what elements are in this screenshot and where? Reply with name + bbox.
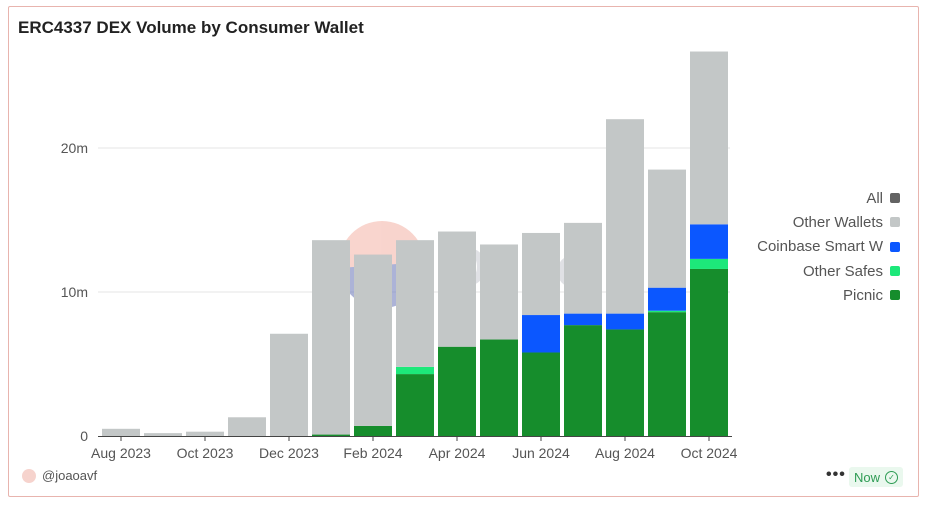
bar-segment[interactable] (270, 333, 308, 436)
y-axis-ticks: 0 10m 20m (61, 140, 88, 444)
y-tick-label: 0 (80, 428, 88, 444)
bar-segment[interactable] (312, 240, 350, 435)
x-tick-label: Apr 2024 (429, 445, 486, 461)
bar-segment[interactable] (396, 240, 434, 367)
author-name: @joaoavf (42, 468, 98, 483)
bar-segment[interactable] (564, 222, 602, 314)
y-tick-label: 20m (61, 140, 88, 156)
status-label: Now (854, 469, 881, 485)
legend-swatch (890, 266, 900, 277)
bar-segment[interactable] (522, 232, 560, 316)
bar-segment[interactable] (648, 287, 686, 311)
bar-segment[interactable] (396, 366, 434, 375)
bar-segment[interactable] (690, 51, 728, 225)
bar-segment[interactable] (396, 374, 434, 436)
bars (102, 51, 728, 436)
bar-segment[interactable] (438, 231, 476, 347)
author-link[interactable]: @joaoavf (22, 468, 97, 483)
y-tick-label: 10m (61, 284, 88, 300)
legend-swatch (890, 217, 900, 228)
bar-segment[interactable] (186, 431, 224, 436)
bar-segment[interactable] (144, 433, 182, 436)
more-options-icon[interactable]: ••• (826, 466, 846, 483)
legend-item-picnic[interactable]: Picnic (730, 283, 900, 307)
bar-segment[interactable] (648, 310, 686, 313)
legend-swatch (890, 290, 900, 301)
bar-segment[interactable] (354, 425, 392, 436)
x-axis-ticks: Aug 2023 Oct 2023 Dec 2023 Feb 2024 Apr 2024… (91, 436, 738, 461)
legend-item-other-safes[interactable]: Other Safes (730, 259, 900, 283)
check-circle-icon: ✓ (885, 470, 899, 484)
chart-title: ERC4337 DEX Volume by Consumer Wallet (18, 18, 364, 37)
bar-segment[interactable] (606, 313, 644, 330)
legend-swatch (890, 193, 900, 204)
bar-segment[interactable] (354, 254, 392, 426)
legend-item-other-wallets[interactable]: Other Wallets (730, 210, 900, 234)
bar-segment[interactable] (690, 224, 728, 259)
bar-segment[interactable] (522, 352, 560, 436)
x-tick-label: Feb 2024 (343, 445, 402, 461)
x-tick-label: Aug 2023 (91, 445, 151, 461)
bar-segment[interactable] (564, 325, 602, 436)
bar-segment[interactable] (312, 434, 350, 436)
bar-segment[interactable] (480, 339, 518, 436)
bar-segment[interactable] (648, 169, 686, 288)
bar-segment[interactable] (690, 268, 728, 436)
bar-segment[interactable] (648, 312, 686, 436)
bar-segment[interactable] (564, 313, 602, 326)
bar-segment[interactable] (606, 329, 644, 436)
status-badge[interactable]: Now ✓ (849, 467, 904, 487)
bar-segment[interactable] (690, 258, 728, 269)
x-tick-label: Oct 2024 (681, 445, 738, 461)
legend-item-coinbase-smart-wallet[interactable]: Coinbase Smart W (730, 235, 900, 259)
x-tick-label: Jun 2024 (512, 445, 570, 461)
bar-segment[interactable] (102, 428, 140, 436)
bar-segment[interactable] (480, 244, 518, 340)
x-tick-label: Dec 2023 (259, 445, 319, 461)
bar-segment[interactable] (522, 315, 560, 353)
legend-item-all[interactable]: All (730, 186, 900, 210)
bar-segment[interactable] (438, 346, 476, 436)
avatar (22, 468, 36, 483)
x-tick-label: Aug 2024 (595, 445, 655, 461)
legend-swatch (890, 241, 900, 252)
legend: All Other Wallets Coinbase Smart W Other… (730, 186, 900, 307)
bar-segment[interactable] (228, 417, 266, 436)
bar-segment[interactable] (606, 119, 644, 314)
x-tick-label: Oct 2023 (177, 445, 234, 461)
